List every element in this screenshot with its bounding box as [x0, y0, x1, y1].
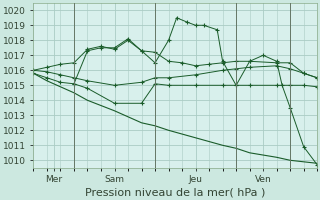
- X-axis label: Pression niveau de la mer( hPa ): Pression niveau de la mer( hPa ): [85, 187, 266, 197]
